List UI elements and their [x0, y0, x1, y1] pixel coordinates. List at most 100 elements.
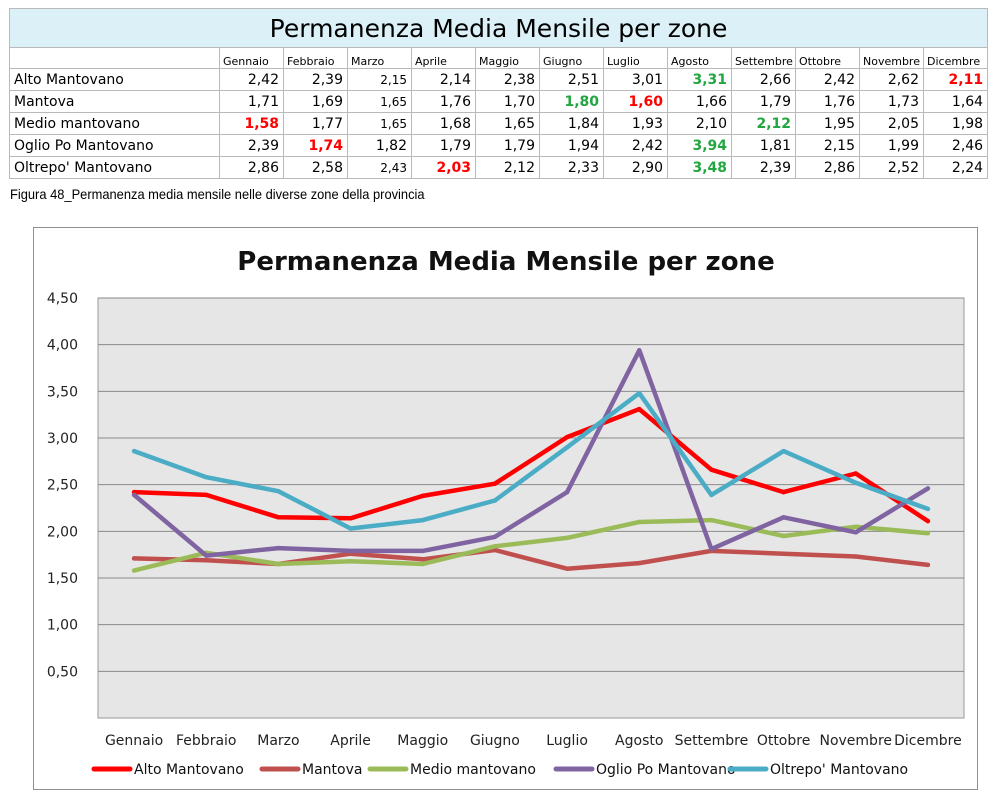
x-tick-label: Luglio: [546, 733, 588, 749]
value-cell: 1,71: [219, 90, 284, 113]
table-header-month: Dicembre: [922, 47, 989, 69]
data-point: [348, 526, 353, 531]
value-cell: 2,39: [731, 156, 796, 179]
data-point: [709, 492, 714, 498]
data-point: [204, 492, 209, 498]
data-point: [420, 517, 425, 523]
data-point: [348, 559, 353, 564]
data-point: [637, 406, 642, 412]
y-tick-label: 1,50: [47, 571, 78, 587]
x-tick-label: Novembre: [819, 733, 892, 749]
data-point: [276, 489, 281, 494]
data-point: [492, 544, 498, 549]
value-cell: 2,66: [731, 68, 796, 91]
legend-label: Mantova: [302, 762, 362, 778]
data-point: [709, 546, 714, 552]
value-cell: 1,81: [731, 134, 796, 157]
data-point: [492, 498, 498, 503]
value-cell: 2,39: [283, 68, 348, 91]
value-cell: 1,84: [539, 112, 604, 135]
table-row: Oltrepo' Mantovano 2,86 2,58 2,43 2,03 2,12 2,…: [9, 156, 989, 179]
data-point: [131, 568, 137, 573]
table-header-month: Gennaio: [219, 47, 284, 69]
value-cell: 1,77: [283, 112, 348, 135]
data-point: [925, 531, 931, 536]
data-point: [637, 519, 642, 525]
data-point: [925, 506, 931, 512]
value-cell: 2,90: [603, 156, 668, 179]
data-point: [564, 535, 570, 541]
value-cell: 2,12: [475, 156, 540, 179]
value-cell: 2,43: [347, 156, 412, 179]
value-cell: 1,65: [475, 112, 540, 135]
series-line: [131, 517, 931, 573]
data-point: [925, 562, 931, 568]
data-point: [564, 445, 570, 450]
data-point: [925, 518, 931, 524]
figure-caption: Figura 48_Permanenza media mensile nelle…: [10, 186, 425, 202]
data-point: [853, 471, 858, 476]
value-cell: 1,79: [475, 134, 540, 157]
table-header-month: Febbraio: [283, 47, 348, 69]
value-cell: 1,99: [859, 134, 924, 157]
data-table: Permanenza Media Mensile per zone Gennai…: [8, 8, 989, 179]
data-point: [709, 467, 714, 472]
data-point: [853, 480, 858, 485]
value-cell: 1,76: [411, 90, 476, 113]
chart-title: Permanenza Media Mensile per zone: [237, 247, 774, 277]
data-point: [204, 558, 209, 563]
value-cell: 2,51: [539, 68, 604, 91]
y-tick-label: 3,00: [47, 431, 78, 447]
table-header-row: Gennaio Febbraio Marzo Aprile Maggio Giugno Lu…: [9, 47, 989, 69]
table-row: Mantova 1,71 1,69 1,65 1,76 1,70 1,80 1,60 1,66 1…: [9, 90, 989, 113]
data-point: [637, 348, 642, 353]
value-cell: 2,39: [219, 134, 284, 157]
data-point: [564, 566, 570, 571]
data-point: [781, 533, 786, 539]
data-point: [420, 493, 425, 499]
data-point: [204, 475, 209, 480]
table-row: Alto Mantovano 2,42 2,39 2,15 2,14 2,38 2,51 3,…: [9, 68, 989, 91]
value-cell: 2,03: [411, 156, 476, 179]
data-point: [853, 554, 858, 559]
data-point: [131, 556, 137, 561]
value-cell: 2,05: [859, 112, 924, 135]
x-tick-label: Agosto: [615, 733, 663, 749]
value-cell: 2,24: [922, 156, 989, 179]
zone-name-cell: Medio mantovano: [9, 112, 220, 135]
table-header-month: Settembre: [731, 47, 796, 69]
table-header-month: Giugno: [539, 47, 604, 69]
value-cell: 1,69: [283, 90, 348, 113]
legend-label: Oltrepo' Mantovano: [770, 762, 908, 778]
value-cell: 1,82: [347, 134, 412, 157]
value-cell: 2,58: [283, 156, 348, 179]
data-point: [781, 515, 786, 520]
value-cell: 1,65: [347, 112, 412, 135]
data-point: [853, 524, 858, 529]
table-header-month: Maggio: [475, 47, 540, 69]
value-cell: 1,95: [795, 112, 860, 135]
table-title: Permanenza Media Mensile per zone: [8, 8, 989, 48]
data-point: [564, 489, 570, 495]
value-cell: 2,52: [859, 156, 924, 179]
value-cell: 1,58: [219, 112, 284, 135]
series-line: [131, 390, 931, 531]
data-point: [348, 548, 353, 554]
data-point: [637, 560, 642, 566]
data-point: [709, 517, 714, 523]
table-header-month: Marzo: [347, 47, 412, 69]
y-tick-label: 2,00: [47, 524, 78, 540]
value-cell: 1,60: [603, 90, 668, 113]
value-cell: 3,48: [667, 156, 732, 179]
data-point: [131, 448, 137, 454]
data-point: [420, 557, 425, 562]
y-tick-label: 1,00: [47, 618, 78, 634]
x-tick-label: Settembre: [675, 733, 749, 749]
data-point: [781, 551, 786, 556]
x-tick-label: Gennaio: [105, 733, 163, 749]
data-point: [276, 515, 281, 520]
line-chart: Permanenza Media Mensile per zone 0,50 1,…: [47, 247, 965, 778]
x-tick-label: Dicembre: [894, 733, 962, 749]
data-point: [492, 481, 498, 486]
table-header-empty: [9, 47, 220, 69]
